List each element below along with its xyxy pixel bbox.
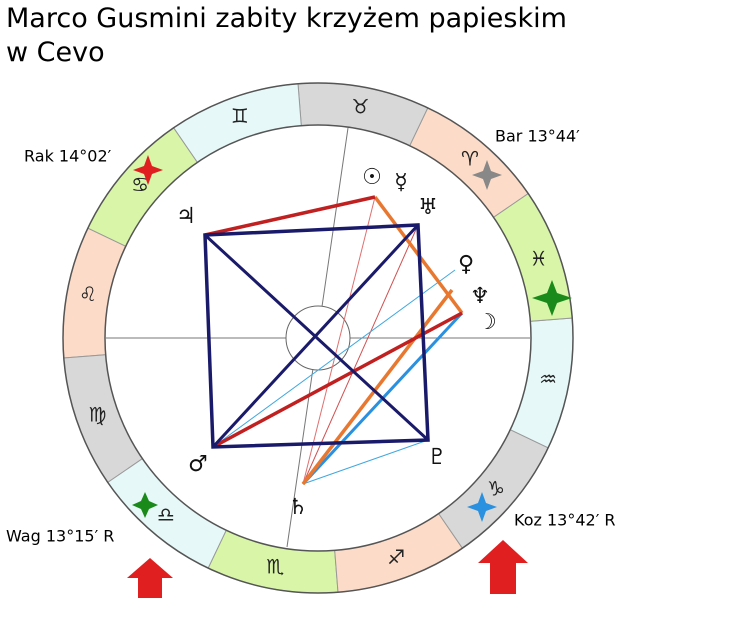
label: Wag 13°15′ R: [6, 527, 114, 546]
planet-glyph: ♃: [176, 204, 196, 229]
planet-glyph: ♄: [288, 495, 308, 520]
planet-glyph: ♀: [458, 252, 474, 277]
sign-glyph: ♒: [539, 367, 557, 391]
aspect-line: [302, 224, 419, 485]
aspect-line: [302, 196, 376, 485]
star: [132, 492, 158, 518]
aspect-line: [204, 195, 376, 237]
aspects: [203, 195, 464, 486]
sign-glyph: ♉: [352, 94, 370, 118]
star: [532, 280, 572, 316]
aspect-line: [302, 439, 429, 485]
sign-glyph: ♍: [88, 403, 106, 427]
arrow: [478, 540, 528, 594]
aspect-line: [212, 311, 463, 449]
planet-glyph: ♆: [470, 284, 490, 309]
sign-glyph: ♓: [530, 246, 548, 270]
star: [133, 155, 163, 185]
star: [472, 160, 502, 190]
label: Rak 14°02′: [24, 147, 112, 166]
title-line: w Cevo: [6, 37, 105, 68]
stars: [132, 155, 572, 522]
sign-glyph: ♈: [461, 147, 479, 171]
sign-glyph: ♌: [79, 282, 97, 306]
planet-glyph: ♅: [418, 195, 438, 220]
arrow: [127, 558, 173, 598]
sign-glyph: ♊: [231, 104, 249, 128]
sign-glyph: ♐: [387, 545, 405, 569]
star: [467, 492, 497, 522]
aspect-line: [203, 233, 430, 442]
sign-glyph: ♏: [266, 555, 284, 579]
planet-glyph: ♂: [188, 452, 208, 477]
aspect-line: [211, 223, 420, 449]
planet-glyph: ♇: [427, 445, 447, 470]
aspect-line: [301, 288, 454, 486]
aspect-line: [212, 269, 456, 448]
planet-glyph: ☉: [362, 165, 382, 190]
label: Bar 13°44′: [495, 127, 580, 146]
sign-glyph: ♋: [131, 173, 149, 197]
label: Koz 13°42′ R: [514, 511, 616, 530]
sign-glyph: ♑: [487, 476, 505, 500]
title: Marco Gusmini zabity krzyżem papieskim w…: [6, 2, 567, 70]
planet-glyph: ☿: [394, 170, 408, 195]
sign-glyph: ♎: [157, 502, 175, 526]
planet-glyph: ☽: [477, 310, 497, 335]
title-line: Marco Gusmini zabity krzyżem papieskim: [6, 3, 567, 34]
outer-circle: [62, 82, 574, 594]
